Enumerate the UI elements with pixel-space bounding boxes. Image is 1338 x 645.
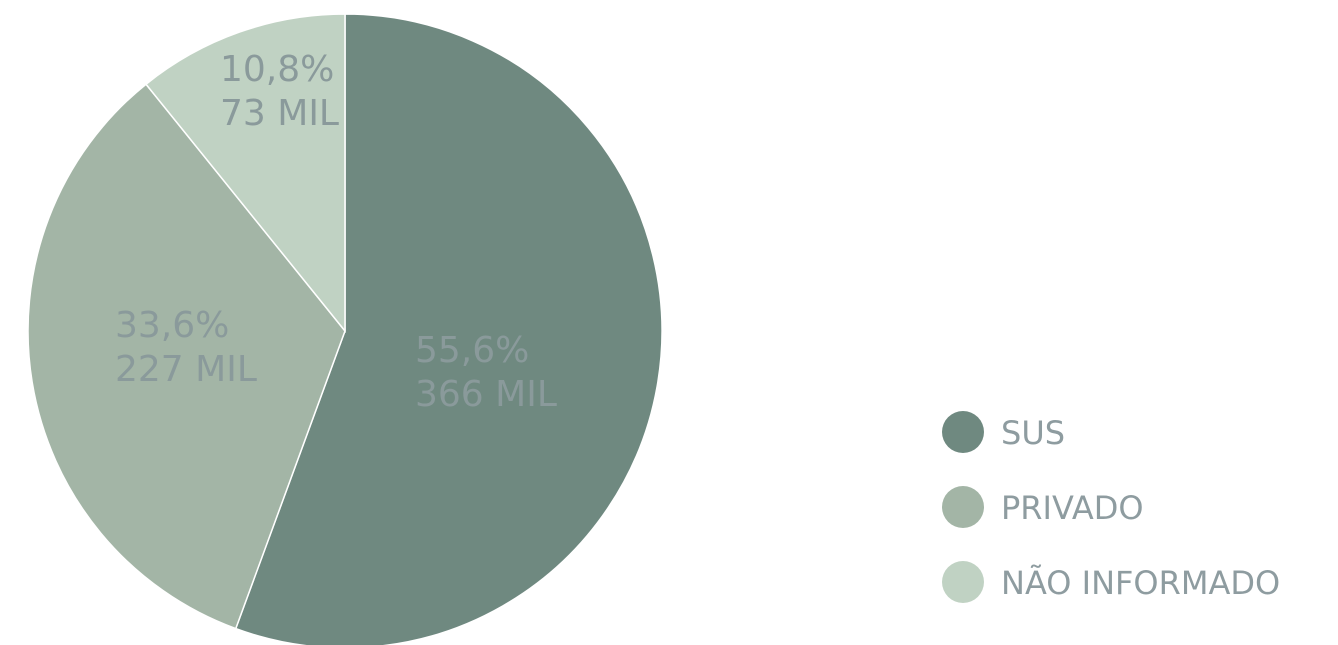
pie-slice-privado	[27, 83, 346, 630]
legend-item-privado: PRIVADO	[942, 486, 1144, 528]
legend-label: PRIVADO	[1001, 489, 1144, 527]
legend-swatch	[942, 411, 984, 453]
slice-percent-label: 55,6%	[415, 330, 529, 371]
legend-label: SUS	[1001, 414, 1065, 452]
legend: SUS PRIVADO NÃO INFORMADO	[942, 411, 1280, 603]
legend-item-sus: SUS	[942, 411, 1065, 453]
slice-percent-label: 33,6%	[115, 305, 229, 346]
slice-percent-label: 10,8%	[220, 49, 334, 90]
slice-value-label: 73 MIL	[220, 93, 339, 134]
pie-slices	[27, 13, 663, 645]
legend-item-nao-informado: NÃO INFORMADO	[942, 561, 1280, 603]
pie-slice-sus	[234, 13, 663, 645]
pie-slice-nao-informado	[144, 13, 346, 334]
legend-swatch	[942, 561, 984, 603]
legend-label: NÃO INFORMADO	[1001, 564, 1280, 602]
slice-value-label: 227 MIL	[115, 349, 257, 390]
slice-value-label: 366 MIL	[415, 374, 557, 415]
pie-slice-labels: 55,6%366 MIL 33,6%227 MIL 10,8%73 MIL	[115, 49, 557, 415]
legend-swatch	[942, 486, 984, 528]
